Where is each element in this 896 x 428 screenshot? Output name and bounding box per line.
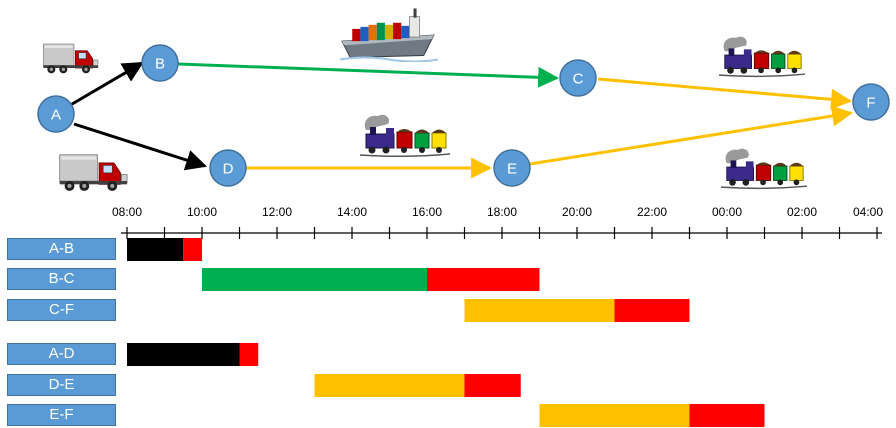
truck-icon bbox=[59, 154, 128, 192]
bar-b-c-delay bbox=[427, 268, 540, 291]
tick-label: 16:00 bbox=[412, 205, 442, 219]
row-label-c-f: C-F bbox=[7, 299, 116, 321]
train-icon bbox=[720, 148, 808, 190]
bar-a-d-delay bbox=[239, 343, 259, 366]
tick-label: 22:00 bbox=[637, 205, 667, 219]
svg-text:D: D bbox=[223, 161, 234, 178]
edge-a-d bbox=[73, 122, 207, 171]
row-label-d-e: D-E bbox=[7, 374, 116, 396]
edge-b-c bbox=[177, 62, 560, 88]
svg-text:B: B bbox=[155, 56, 165, 73]
tick-label: 08:00 bbox=[112, 205, 142, 219]
tick-label: 00:00 bbox=[712, 205, 742, 219]
bar-e-f-train bbox=[539, 404, 690, 427]
svg-text:A: A bbox=[51, 107, 61, 124]
bar-a-d-truck bbox=[127, 343, 240, 366]
tick-label: 10:00 bbox=[187, 205, 217, 219]
truck-icon bbox=[42, 43, 99, 74]
row-label-e-f: E-F bbox=[7, 404, 116, 426]
bar-c-f-delay bbox=[614, 299, 690, 322]
edge-a-b bbox=[66, 61, 144, 109]
bar-e-f-delay bbox=[689, 404, 765, 427]
network-edges bbox=[66, 61, 854, 179]
node-b: B bbox=[141, 44, 179, 82]
bar-c-f-train bbox=[464, 299, 615, 322]
svg-text:E: E bbox=[507, 161, 517, 178]
bar-d-e-train bbox=[314, 374, 465, 397]
gantt-bars bbox=[127, 238, 765, 427]
ship-icon bbox=[340, 7, 438, 62]
edge-e-f bbox=[529, 105, 854, 166]
node-c: C bbox=[559, 59, 597, 97]
tick-label: 12:00 bbox=[262, 205, 292, 219]
time-axis: 08:00 10:00 12:00 14:00 16:00 18:00 20:00 22:00… bbox=[112, 205, 883, 239]
bar-a-b-delay bbox=[183, 238, 202, 261]
tick-label: 02:00 bbox=[787, 205, 817, 219]
edge-c-f bbox=[597, 77, 853, 110]
node-f: F bbox=[852, 83, 890, 121]
row-label-a-d: A-D bbox=[7, 343, 116, 365]
svg-text:C: C bbox=[573, 71, 584, 88]
tick-label: 14:00 bbox=[337, 205, 367, 219]
tick-label: 20:00 bbox=[562, 205, 592, 219]
node-a: A bbox=[37, 95, 75, 133]
tick-label: 04:00 bbox=[853, 205, 883, 219]
bar-d-e-delay bbox=[464, 374, 521, 397]
svg-text:F: F bbox=[866, 95, 875, 112]
tick-label: 18:00 bbox=[487, 205, 517, 219]
node-d: D bbox=[209, 149, 247, 187]
row-label-b-c: B-C bbox=[7, 268, 116, 290]
bar-a-b-truck bbox=[127, 238, 184, 261]
train-icon bbox=[718, 36, 806, 78]
node-e: E bbox=[493, 149, 531, 187]
bar-b-c-ship bbox=[202, 268, 427, 291]
train-icon bbox=[360, 114, 450, 158]
row-label-a-b: A-B bbox=[7, 238, 116, 260]
